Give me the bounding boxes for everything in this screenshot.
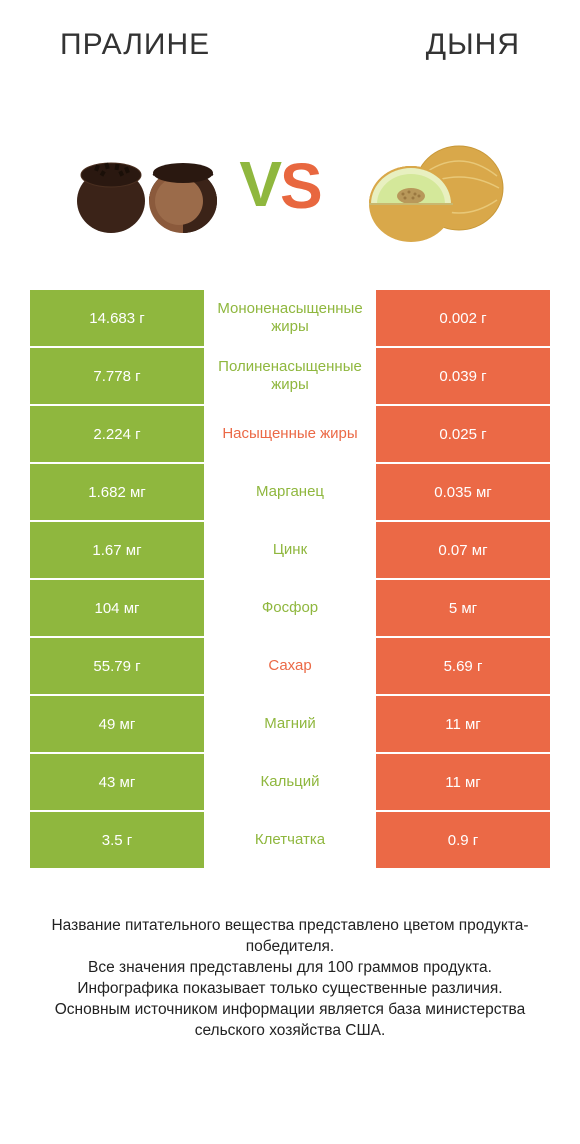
value-left: 2.224 г — [30, 406, 204, 462]
value-left: 14.683 г — [30, 290, 204, 346]
footer-line: Инфографика показывает только существенн… — [30, 979, 550, 1000]
nutrient-label: Клетчатка — [204, 812, 376, 868]
table-row: 104 мгФосфор5 мг — [30, 580, 550, 636]
value-left: 49 мг — [30, 696, 204, 752]
value-left: 1.682 мг — [30, 464, 204, 520]
table-row: 7.778 гПолиненасыщенные жиры0.039 г — [30, 348, 550, 404]
table-row: 49 мгМагний11 мг — [30, 696, 550, 752]
vs-v: V — [239, 147, 280, 221]
nutrient-label: Насыщенные жиры — [204, 406, 376, 462]
value-left: 7.778 г — [30, 348, 204, 404]
value-left: 104 мг — [30, 580, 204, 636]
title-right: ДЫНЯ — [426, 28, 520, 62]
value-right: 0.9 г — [376, 812, 550, 868]
value-right: 5.69 г — [376, 638, 550, 694]
value-right: 11 мг — [376, 754, 550, 810]
nutrient-label: Сахар — [204, 638, 376, 694]
nutrient-label: Марганец — [204, 464, 376, 520]
footer-line: Все значения представлены для 100 граммо… — [30, 958, 550, 979]
value-right: 5 мг — [376, 580, 550, 636]
vs-row: VS — [0, 78, 580, 290]
value-right: 0.025 г — [376, 406, 550, 462]
header: ПРАЛИНЕ ДЫНЯ — [0, 0, 580, 78]
footer-line: Название питательного вещества представл… — [30, 916, 550, 958]
nutrient-label: Кальций — [204, 754, 376, 810]
value-right: 0.035 мг — [376, 464, 550, 520]
table-row: 14.683 гМононенасыщенные жиры0.002 г — [30, 290, 550, 346]
nutrient-label: Фосфор — [204, 580, 376, 636]
vs-label: VS — [239, 149, 320, 223]
title-left: ПРАЛИНЕ — [60, 28, 210, 62]
praline-image — [71, 131, 221, 241]
value-right: 11 мг — [376, 696, 550, 752]
table-row: 1.67 мгЦинк0.07 мг — [30, 522, 550, 578]
table-row: 1.682 мгМарганец0.035 мг — [30, 464, 550, 520]
comparison-table: 14.683 гМононенасыщенные жиры0.002 г7.77… — [0, 290, 580, 868]
footer-line: Основным источником информации является … — [30, 1000, 550, 1042]
value-left: 43 мг — [30, 754, 204, 810]
value-left: 55.79 г — [30, 638, 204, 694]
nutrient-label: Полиненасыщенные жиры — [204, 348, 376, 404]
value-right: 0.039 г — [376, 348, 550, 404]
table-row: 55.79 гСахар5.69 г — [30, 638, 550, 694]
footer-notes: Название питательного вещества представл… — [0, 870, 580, 1042]
value-right: 0.07 мг — [376, 522, 550, 578]
nutrient-label: Мононенасыщенные жиры — [204, 290, 376, 346]
nutrient-label: Магний — [204, 696, 376, 752]
value-right: 0.002 г — [376, 290, 550, 346]
value-left: 1.67 мг — [30, 522, 204, 578]
value-left: 3.5 г — [30, 812, 204, 868]
melon-image — [339, 126, 509, 246]
table-row: 3.5 гКлетчатка0.9 г — [30, 812, 550, 868]
table-row: 43 мгКальций11 мг — [30, 754, 550, 810]
vs-s: S — [280, 150, 321, 222]
table-row: 2.224 гНасыщенные жиры0.025 г — [30, 406, 550, 462]
nutrient-label: Цинк — [204, 522, 376, 578]
